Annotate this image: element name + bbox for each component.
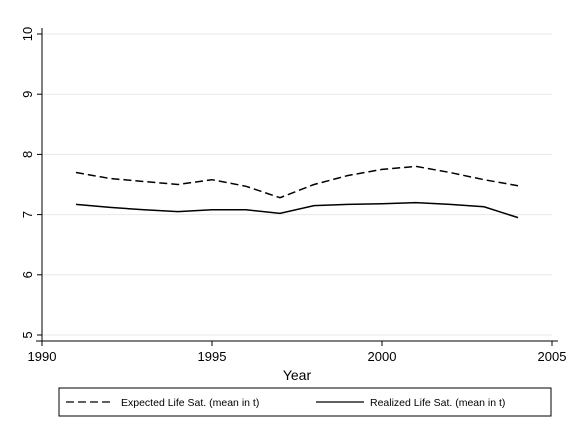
x-tick-label-2005: 2005 bbox=[538, 349, 567, 364]
y-tick-label-6: 6 bbox=[20, 271, 35, 278]
y-tick-label-5: 5 bbox=[20, 331, 35, 338]
series-line-expected bbox=[75, 165, 519, 199]
y-tick-label-9: 9 bbox=[20, 91, 35, 98]
legend-box bbox=[58, 387, 552, 417]
x-tick-label-1990: 1990 bbox=[28, 349, 57, 364]
y-tick-label-7: 7 bbox=[20, 211, 35, 218]
series-lines bbox=[75, 165, 519, 219]
x-tick-label-1995: 1995 bbox=[198, 349, 227, 364]
gridlines bbox=[42, 33, 552, 336]
legend-label-0: Expected Life Sat. (mean in t) bbox=[121, 397, 259, 409]
legend-label-1: Realized Life Sat. (mean in t) bbox=[370, 397, 505, 409]
y-tick-label-8: 8 bbox=[20, 151, 35, 158]
legend: Expected Life Sat. (mean in t) Realized L… bbox=[58, 387, 552, 417]
x-axis-title: Year bbox=[283, 367, 312, 383]
x-tick-label-2000: 2000 bbox=[368, 349, 397, 364]
axes: 5 6 7 8 9 10 1990 1995 2000 2005 bbox=[20, 27, 566, 364]
y-tick-label-10: 10 bbox=[20, 27, 35, 41]
series-line-realized bbox=[75, 201, 519, 219]
